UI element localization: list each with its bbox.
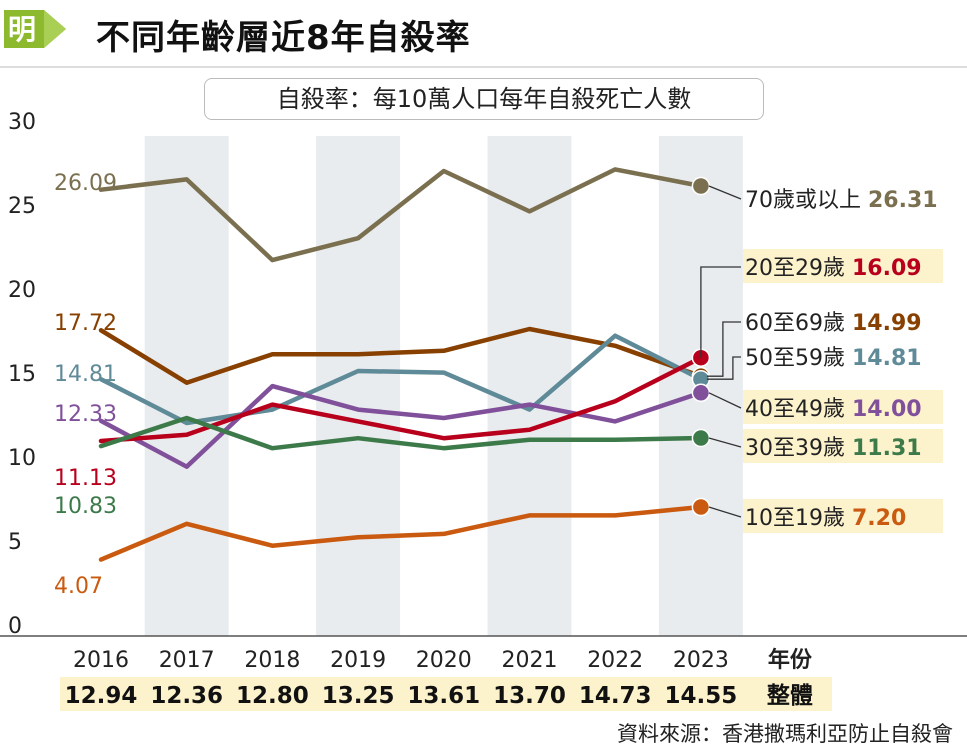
legend-label: 20至29歲 16.09	[745, 256, 922, 281]
legend-series-name: 70歲或以上	[745, 188, 868, 213]
series-end-marker	[691, 176, 711, 196]
y-tick-label: 30	[8, 110, 36, 135]
legend-last-value: 14.81	[852, 346, 922, 371]
legend-series-name: 20至29歲	[745, 256, 852, 281]
y-tick-label: 20	[8, 278, 36, 303]
overall-label: 整體	[767, 682, 813, 709]
series-line-10至19歲	[98, 504, 704, 562]
first-value-label: 17.72	[54, 311, 117, 336]
legend-last-value: 16.09	[852, 256, 922, 281]
first-value-label: 14.81	[54, 362, 117, 387]
legend-series-name: 10至19歲	[745, 506, 852, 531]
series-end-marker	[691, 428, 711, 448]
x-tick-label: 2017	[159, 648, 215, 673]
overall-value: 13.70	[493, 683, 566, 709]
legend-highlight	[743, 390, 943, 424]
legend-leader-line	[700, 266, 741, 358]
x-tick-label: 2020	[416, 648, 472, 673]
y-tick-label: 15	[8, 362, 36, 387]
legend-label: 50至59歲 14.81	[745, 346, 922, 371]
x-axis-label: 年份	[768, 647, 813, 673]
first-value-label: 10.83	[54, 494, 117, 519]
y-tick-label: 25	[8, 194, 36, 219]
x-tick-label: 2018	[244, 648, 300, 673]
legend-series-name: 40至49歲	[745, 397, 852, 422]
legend-highlight	[743, 249, 943, 283]
logo: 明	[4, 10, 66, 48]
series-line-30至39歲	[98, 415, 704, 451]
year-band-2017	[144, 136, 229, 636]
page-title: 不同年齡層近8年自殺率	[96, 18, 471, 58]
overall-value: 13.25	[322, 683, 395, 709]
overall-value: 12.94	[65, 683, 138, 709]
legend-label: 40至49歲 14.00	[745, 397, 922, 422]
series-line-20至29歲	[98, 355, 704, 444]
legend-last-value: 14.00	[852, 397, 922, 422]
legend-series-name: 50至59歲	[745, 346, 852, 371]
series-end-marker	[691, 497, 711, 517]
legend-highlight	[743, 429, 943, 463]
legend-label: 70歲或以上 26.31	[745, 188, 938, 213]
x-tick-label: 2016	[73, 648, 129, 673]
logo-text: 明	[8, 13, 36, 46]
overall-row-highlight	[60, 677, 832, 711]
y-tick-label: 10	[8, 446, 36, 471]
legend-highlight	[743, 499, 943, 533]
legend-last-value: 11.31	[852, 436, 922, 461]
series-line-70歲或以上	[98, 167, 704, 263]
series-line-40至49歲	[98, 383, 704, 469]
legend-last-value: 14.99	[852, 311, 922, 336]
legend-series-name: 30至39歲	[745, 436, 852, 461]
x-tick-label: 2022	[587, 648, 643, 673]
legend-last-value: 26.31	[868, 188, 938, 213]
y-tick-label: 0	[8, 614, 22, 639]
legend-leader-line	[708, 392, 742, 409]
legend-series-name: 60至69歲	[745, 311, 852, 336]
legend-leader-line	[708, 506, 742, 518]
legend-last-value: 7.20	[852, 506, 906, 531]
first-value-label: 4.07	[54, 574, 103, 599]
first-value-label: 26.09	[54, 171, 117, 196]
legend-leader-line	[706, 321, 741, 377]
source-note: 資料來源：香港撒瑪利亞防止自殺會	[617, 722, 953, 746]
overall-value: 12.80	[236, 683, 309, 709]
series-line-60至69歲	[98, 326, 704, 385]
first-value-label: 11.13	[54, 466, 117, 491]
overall-value: 14.55	[665, 683, 738, 709]
overall-value: 14.73	[579, 683, 652, 709]
x-tick-label: 2019	[330, 648, 386, 673]
legend-label: 10至19歲 7.20	[745, 506, 906, 531]
first-value-label: 12.33	[54, 402, 117, 427]
overall-value: 12.36	[150, 683, 223, 709]
x-tick-label: 2023	[673, 648, 729, 673]
legend-label: 60至69歲 14.99	[745, 311, 922, 336]
overall-value: 13.61	[407, 683, 480, 709]
series-end-marker	[691, 383, 711, 403]
y-tick-label: 5	[8, 530, 22, 555]
legend-label: 30至39歲 11.31	[745, 436, 922, 461]
legend-leader-line	[708, 437, 742, 448]
legend-leader-line	[708, 185, 742, 200]
x-tick-label: 2021	[502, 648, 558, 673]
legend-leader-line	[706, 356, 741, 380]
chart-subtitle: 自殺率：每10萬人口每年自殺死亡人數	[204, 78, 764, 120]
